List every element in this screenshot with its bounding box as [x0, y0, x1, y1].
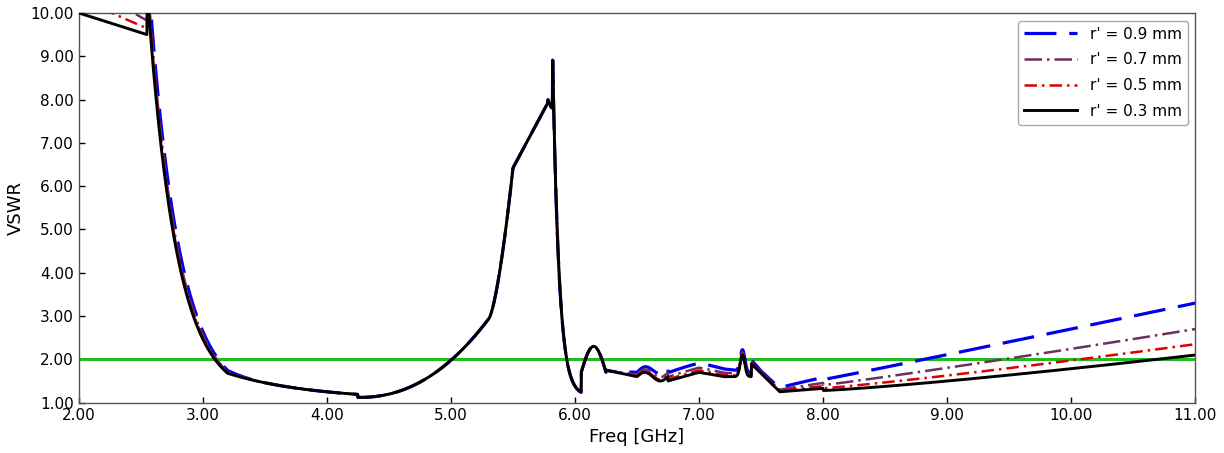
r' = 0.7 mm [350, 395, 365, 400]
X-axis label: Freq [GHz]: Freq [GHz] [590, 428, 684, 446]
r' = 0.5 mm [266, 381, 280, 387]
r' = 0.9 mm [266, 381, 280, 387]
r' = 0.5 mm [499, 214, 514, 220]
r' = 0.9 mm [350, 395, 365, 400]
r' = 0.3 mm [548, 195, 563, 201]
Line: r' = 0.5 mm: r' = 0.5 mm [78, 4, 1196, 397]
r' = 0.5 mm [1166, 344, 1181, 350]
r' = 0.3 mm [200, 343, 214, 349]
r' = 0.3 mm [350, 395, 365, 400]
r' = 0.7 mm [266, 381, 280, 387]
r' = 0.7 mm [1047, 349, 1061, 354]
Line: r' = 0.7 mm: r' = 0.7 mm [78, 4, 1196, 397]
r' = 0.9 mm [499, 214, 514, 220]
r' = 0.7 mm [499, 214, 514, 220]
r' = 0.3 mm [140, 1, 154, 7]
r' = 0.7 mm [1189, 326, 1203, 332]
r' = 0.7 mm [1166, 330, 1181, 335]
r' = 0.5 mm [1189, 342, 1203, 347]
Line: r' = 0.3 mm: r' = 0.3 mm [78, 4, 1196, 397]
r' = 0.9 mm [1189, 300, 1203, 306]
r' = 0.3 mm [501, 211, 515, 217]
r' = 0.7 mm [198, 339, 213, 345]
r' = 0.5 mm [1047, 360, 1061, 366]
Y-axis label: VSWR: VSWR [7, 181, 24, 235]
r' = 0.9 mm [1166, 305, 1181, 310]
r' = 0.7 mm [71, 1, 86, 7]
r' = 0.5 mm [548, 183, 563, 189]
Legend: r' = 0.9 mm, r' = 0.7 mm, r' = 0.5 mm, r' = 0.3 mm: r' = 0.9 mm, r' = 0.7 mm, r' = 0.5 mm, r… [1018, 20, 1187, 125]
r' = 0.9 mm [548, 183, 563, 189]
r' = 0.5 mm [350, 395, 365, 400]
r' = 0.3 mm [1166, 355, 1181, 360]
r' = 0.9 mm [198, 336, 213, 341]
r' = 0.3 mm [71, 10, 86, 16]
r' = 0.5 mm [198, 341, 213, 347]
r' = 0.5 mm [71, 1, 86, 7]
Line: r' = 0.9 mm: r' = 0.9 mm [78, 4, 1196, 397]
r' = 0.3 mm [1047, 368, 1061, 373]
r' = 0.3 mm [1189, 352, 1203, 358]
r' = 0.9 mm [1047, 330, 1061, 335]
r' = 0.9 mm [71, 1, 86, 7]
r' = 0.3 mm [266, 381, 280, 387]
r' = 0.7 mm [548, 183, 563, 189]
